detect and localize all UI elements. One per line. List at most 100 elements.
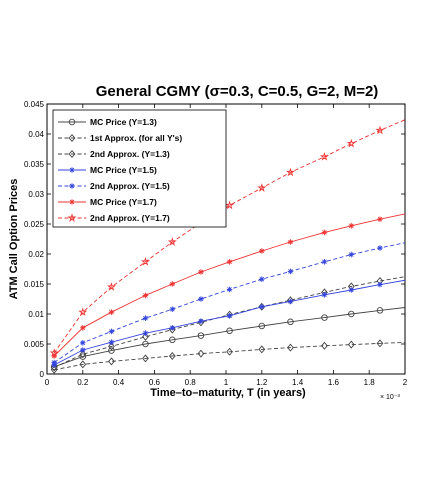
data-point xyxy=(78,307,88,317)
data-point xyxy=(198,318,204,324)
y-axis-label: ATM Call Option Prices xyxy=(8,179,20,300)
data-point xyxy=(140,257,150,266)
legend-label: 2nd Approx. (Y=1.5) xyxy=(90,181,170,191)
y-tick-label: 0.025 xyxy=(24,220,45,229)
data-point xyxy=(258,345,266,354)
series-5 xyxy=(51,242,406,366)
legend-marker xyxy=(69,167,75,173)
data-point xyxy=(198,269,204,275)
y-tick-label: 0 xyxy=(40,370,45,379)
legend-label: 2nd Approx. (Y=1.7) xyxy=(90,213,170,223)
legend-label: MC Price (Y=1.3) xyxy=(90,117,157,127)
data-point xyxy=(51,359,57,366)
legend-marker xyxy=(69,183,75,189)
data-point xyxy=(259,304,265,310)
data-point xyxy=(377,281,383,288)
y-tick-label: 0.01 xyxy=(28,310,44,319)
data-point xyxy=(348,287,355,293)
data-point xyxy=(257,183,267,192)
data-point xyxy=(375,125,385,135)
legend-marker xyxy=(69,199,75,205)
data-point xyxy=(348,310,355,318)
data-point xyxy=(108,309,115,315)
data-point xyxy=(79,350,87,359)
data-point xyxy=(376,307,384,314)
series-line xyxy=(54,307,406,368)
data-point xyxy=(226,327,233,335)
data-point xyxy=(142,315,149,321)
data-point xyxy=(321,292,328,298)
y-tick-label: 0.015 xyxy=(24,280,45,289)
legend-label: MC Price (Y=1.7) xyxy=(90,197,157,207)
chart-title: General CGMY (σ=0.3, C=0.5, G=2, M=2) xyxy=(96,83,379,100)
data-point xyxy=(348,251,355,258)
x-axis-multiplier: × 10⁻³ xyxy=(380,394,401,401)
legend-marker xyxy=(68,134,76,142)
data-point xyxy=(287,298,294,305)
y-tick-label: 0.035 xyxy=(24,160,45,169)
x-tick-label: 1.6 xyxy=(328,378,340,387)
data-point xyxy=(142,332,149,341)
data-point xyxy=(346,138,356,148)
x-tick-label: 0.8 xyxy=(185,378,197,387)
series-1 xyxy=(50,307,406,371)
data-point xyxy=(197,332,205,339)
legend-entry: 2nd Approx. (Y=1.3) xyxy=(58,149,170,159)
legend-entry: MC Price (Y=1.5) xyxy=(58,165,157,175)
x-tick-label: 1.4 xyxy=(292,378,304,387)
data-point xyxy=(285,167,295,177)
data-point xyxy=(79,353,87,360)
data-point xyxy=(108,357,115,366)
data-point xyxy=(197,349,205,358)
data-point xyxy=(287,239,294,245)
axis-ticks: 0 0.2 0.4 0.6 0.8 1 1.2 1.4 1.6 1.8 2 0 0.005 0.01 0.0… xyxy=(24,100,408,387)
data-point xyxy=(287,343,294,352)
data-point xyxy=(259,248,265,254)
data-point xyxy=(49,348,59,357)
legend-entry: 2nd Approx. (Y=1.7) xyxy=(58,213,170,223)
y-tick-label: 0.03 xyxy=(28,190,44,199)
legend: MC Price (Y=1.3) 1st Approx. (for all Y's… xyxy=(58,117,182,223)
data-point xyxy=(377,245,383,251)
data-point xyxy=(226,259,233,265)
data-point xyxy=(108,342,115,351)
data-point xyxy=(287,318,294,326)
x-tick-label: 2 xyxy=(403,378,408,387)
y-tick-label: 0.045 xyxy=(24,100,45,109)
y-tick-label: 0.02 xyxy=(28,250,44,259)
x-tick-label: 0.4 xyxy=(113,378,125,387)
x-tick-label: 0.2 xyxy=(77,378,89,387)
data-point xyxy=(142,340,149,348)
data-point xyxy=(377,216,383,222)
legend-label: 2nd Approx. (Y=1.3) xyxy=(90,149,170,159)
data-point xyxy=(169,281,176,287)
data-point xyxy=(51,353,57,359)
data-point xyxy=(142,330,149,336)
series-line xyxy=(53,119,406,354)
legend-marker xyxy=(68,118,76,126)
data-point xyxy=(80,340,86,346)
data-point xyxy=(169,306,176,312)
legend-box xyxy=(52,109,227,228)
data-point xyxy=(108,339,115,345)
legend-marker xyxy=(67,213,77,222)
series-line xyxy=(53,279,406,366)
data-point xyxy=(259,276,265,282)
legend-entry: MC Price (Y=1.7) xyxy=(58,197,157,207)
data-point xyxy=(348,223,355,229)
data-point xyxy=(169,336,176,344)
legend-label: 1st Approx. (for all Y's) xyxy=(90,133,182,143)
data-point xyxy=(169,325,176,331)
data-point xyxy=(198,296,204,302)
y-tick-label: 0.005 xyxy=(24,340,45,349)
data-point xyxy=(376,339,384,348)
data-point xyxy=(321,314,328,321)
x-tick-label: 1 xyxy=(224,378,229,387)
legend-entry: 2nd Approx. (Y=1.5) xyxy=(58,181,170,191)
legend-entry: 1st Approx. (for all Y's) xyxy=(58,133,182,143)
data-point xyxy=(225,200,235,210)
data-point xyxy=(258,302,266,311)
data-point xyxy=(321,341,328,350)
data-point xyxy=(321,259,328,265)
